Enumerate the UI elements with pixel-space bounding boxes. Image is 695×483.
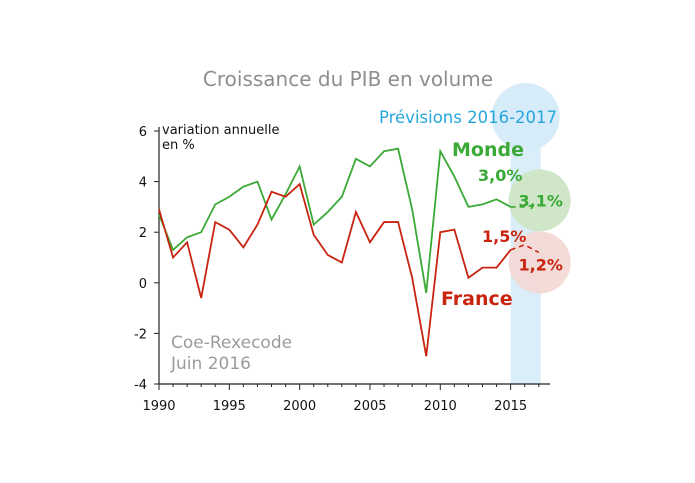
y-tick-label: -2 [134,327,147,342]
monde-forecast-circle [508,169,571,232]
monde-2017-label: 3,1% [518,191,562,210]
y-tick-label: -4 [134,378,147,393]
x-tick-label: 2015 [494,399,527,414]
forecast-label: Prévisions 2016-2017 [379,108,557,127]
value-circles [508,169,571,294]
forecast-line-france [510,243,540,254]
forecast-label-circle [491,83,560,151]
forecast-line-monde [510,203,539,208]
y-tick-label: 6 [139,125,147,140]
x-axis-ticks: 1990 1995 2000 2005 2010 2015 [142,384,540,414]
series-line-monde [158,147,512,294]
y-axis-ticks: 6 4 2 0 -2 -4 [134,125,159,393]
france-forecast-circle [508,231,571,294]
source-line1: Coe-Rexecode [171,333,292,353]
monde-2016-label: 3,0% [478,166,522,185]
y-axis-label-line2: en % [162,138,195,153]
y-tick-label: 0 [139,277,147,292]
x-tick-label: 1990 [142,399,175,414]
source-line2: Juin 2016 [170,354,251,374]
series-line-france [158,182,512,357]
x-tick-label: 1995 [213,399,246,414]
chart-title: Croissance du PIB en volume [203,67,493,91]
axes [158,127,550,385]
y-axis-label-line1: variation annuelle [162,123,280,138]
series-lines [158,147,540,357]
x-tick-label: 2000 [283,399,316,414]
x-tick-label: 2010 [424,399,457,414]
series-label-monde: Monde [452,139,524,161]
france-2017-label: 1,2% [518,255,562,274]
y-tick-label: 4 [139,176,147,191]
france-2016-label: 1,5% [482,227,526,246]
y-tick-label: 2 [139,226,147,241]
series-label-france: France [441,288,513,310]
x-tick-label: 2005 [353,399,386,414]
